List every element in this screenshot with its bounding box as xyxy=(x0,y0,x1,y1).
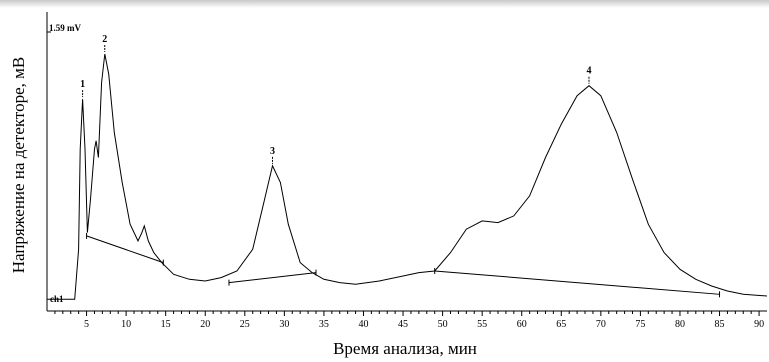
baseline-3 xyxy=(434,270,720,295)
x-axis-title: Время анализа, мин xyxy=(333,339,477,358)
x-tick-label: 70 xyxy=(596,319,606,330)
scale-label: 1.59 mV xyxy=(49,23,81,33)
x-tick-label: 35 xyxy=(319,319,329,330)
y-axis-title: Напряжение на детекторе, мВ xyxy=(9,57,28,274)
peak-4-label: 4 xyxy=(586,66,591,77)
x-tick-label: 75 xyxy=(635,319,645,330)
x-tick-label: 30 xyxy=(279,319,289,330)
top-edge-strip xyxy=(0,0,769,8)
x-tick-label: 80 xyxy=(675,319,685,330)
baseline-1 xyxy=(86,235,164,264)
x-tick-label: 25 xyxy=(240,319,250,330)
x-tick-label: 50 xyxy=(438,319,448,330)
x-tick-label: 65 xyxy=(556,319,566,330)
x-tick-label: 60 xyxy=(517,319,527,330)
x-tick-label: 40 xyxy=(358,319,368,330)
chromatogram-trace-1 xyxy=(47,53,768,300)
x-tick-label: 5 xyxy=(84,319,89,330)
peak-1-label: 1 xyxy=(80,79,85,90)
x-tick-label: 45 xyxy=(398,319,408,330)
x-tick-label: 90 xyxy=(754,319,764,330)
peak-2-label: 2 xyxy=(102,34,107,45)
peak-3-label: 3 xyxy=(270,146,275,157)
x-tick-label: 20 xyxy=(200,319,210,330)
x-tick-label: 15 xyxy=(161,319,171,330)
x-tick-label: 10 xyxy=(121,319,131,330)
channel-label: ch1 xyxy=(50,294,64,304)
x-tick-label: 85 xyxy=(715,319,725,330)
x-tick-label: 55 xyxy=(477,319,487,330)
baseline-2 xyxy=(228,272,317,284)
